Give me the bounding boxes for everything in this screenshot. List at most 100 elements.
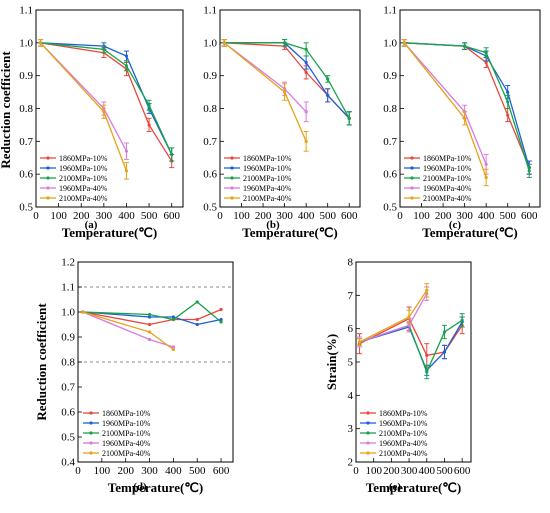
- legend-marker: [89, 441, 93, 445]
- x-tick-label: 400: [165, 465, 182, 477]
- data-point: [283, 41, 287, 45]
- legend: 1860MPa-10%1960MPa-10%2100MPa-10%1960MPa…: [360, 409, 428, 458]
- y-tick-label: 1.0: [383, 37, 397, 49]
- y-tick-label: 5: [348, 357, 354, 369]
- y-tick-label: 1.0: [203, 37, 217, 49]
- y-tick-label: 1.1: [203, 5, 217, 17]
- y-axis-label: Strain(%): [324, 334, 339, 390]
- x-tick-label: 600: [163, 210, 180, 222]
- y-tick-label: 0.6: [203, 169, 217, 181]
- chart-panel-4: 0 100 200 300 400 500 600 0.4 0.5 0.6 0.7 0.8 0.9 1.0…: [34, 257, 234, 495]
- x-tick-label: 200: [435, 210, 452, 222]
- legend-marker: [410, 156, 414, 160]
- data-point: [506, 100, 510, 104]
- panel-tag: (e): [389, 481, 402, 493]
- data-point: [442, 330, 447, 334]
- data-point: [124, 54, 129, 58]
- data-point: [102, 110, 106, 114]
- data-point: [484, 60, 488, 65]
- series-line: [403, 42, 487, 165]
- x-axis-label: Temperature(℃): [108, 480, 203, 495]
- legend-marker: [230, 176, 234, 180]
- x-tick-label: 500: [436, 465, 453, 477]
- legend-marker: [89, 431, 93, 435]
- data-point: [357, 340, 362, 344]
- x-tick-label: 600: [521, 210, 538, 222]
- legend-label: 2100MPa-40%: [59, 194, 108, 203]
- legend-label: 1960MPa-10%: [243, 164, 292, 173]
- data-point: [195, 300, 199, 304]
- x-tick-label: 300: [456, 210, 473, 222]
- legend-label: 1860MPa-10%: [423, 154, 472, 163]
- data-point: [484, 162, 488, 166]
- data-point: [147, 123, 151, 127]
- y-tick-label: 1.1: [61, 282, 75, 294]
- data-point: [304, 110, 308, 114]
- x-tick-label: 400: [298, 210, 315, 222]
- legend-marker: [410, 166, 414, 170]
- y-tick-label: 0.8: [383, 103, 397, 115]
- legend-label: 1960MPa-40%: [423, 184, 472, 193]
- x-tick-label: 200: [117, 465, 134, 477]
- x-tick-label: 500: [499, 210, 516, 222]
- data-point: [147, 315, 152, 319]
- data-point: [407, 315, 411, 319]
- data-point: [147, 312, 152, 317]
- y-tick-label: 1.1: [19, 5, 33, 17]
- data-point: [304, 47, 308, 52]
- legend-marker: [230, 186, 234, 190]
- data-point: [219, 320, 223, 324]
- legend-marker: [230, 166, 234, 170]
- x-tick-label: 600: [341, 210, 358, 222]
- x-axis-label: Temperature(℃): [62, 225, 157, 240]
- x-tick-label: 500: [319, 210, 336, 222]
- data-point: [425, 288, 429, 292]
- y-tick-label: 6: [348, 323, 354, 335]
- y-tick-label: 0.5: [383, 202, 397, 214]
- data-point: [463, 116, 467, 120]
- x-tick-label: 200: [73, 210, 90, 222]
- data-point: [460, 318, 464, 322]
- legend-label: 2100MPa-40%: [423, 194, 472, 203]
- data-point: [326, 77, 330, 81]
- data-point: [484, 175, 488, 180]
- series-5: [81, 310, 175, 352]
- legend-marker: [366, 421, 370, 425]
- y-tick-label: 0.7: [19, 136, 33, 148]
- series-line: [40, 42, 173, 155]
- series-line: [82, 301, 222, 323]
- legend-marker: [46, 196, 50, 200]
- x-tick-label: 0: [217, 210, 223, 222]
- data-point: [147, 337, 152, 342]
- data-point: [283, 90, 287, 94]
- y-tick-label: 8: [348, 257, 354, 269]
- data-point: [304, 70, 308, 74]
- x-tick-label: 600: [213, 465, 230, 477]
- y-tick-label: 0.5: [19, 202, 33, 214]
- legend-marker: [230, 196, 234, 200]
- legend-marker: [46, 166, 50, 170]
- data-point: [506, 90, 510, 94]
- series-line: [404, 42, 530, 172]
- x-tick-label: 600: [454, 465, 471, 477]
- series-1: [38, 39, 175, 169]
- y-tick-label: 0.8: [203, 103, 217, 115]
- data-point: [219, 307, 223, 312]
- legend-label: 1860MPa-10%: [102, 409, 151, 418]
- x-tick-label: 100: [50, 210, 67, 222]
- legend-label: 1860MPa-10%: [379, 409, 428, 418]
- series-line: [224, 42, 350, 119]
- x-axis-label: Temperature(℃): [242, 225, 337, 240]
- x-tick-label: 100: [413, 210, 430, 222]
- data-point: [147, 322, 152, 327]
- data-point: [506, 113, 510, 117]
- data-point: [124, 149, 129, 153]
- data-point: [124, 169, 129, 173]
- series-line: [224, 42, 350, 119]
- legend-label: 1960MPa-40%: [102, 439, 151, 448]
- legend-marker: [410, 186, 414, 190]
- legend-label: 2100MPa-10%: [379, 429, 428, 438]
- data-point: [222, 41, 226, 45]
- series-2: [357, 316, 465, 376]
- series-3: [401, 39, 532, 178]
